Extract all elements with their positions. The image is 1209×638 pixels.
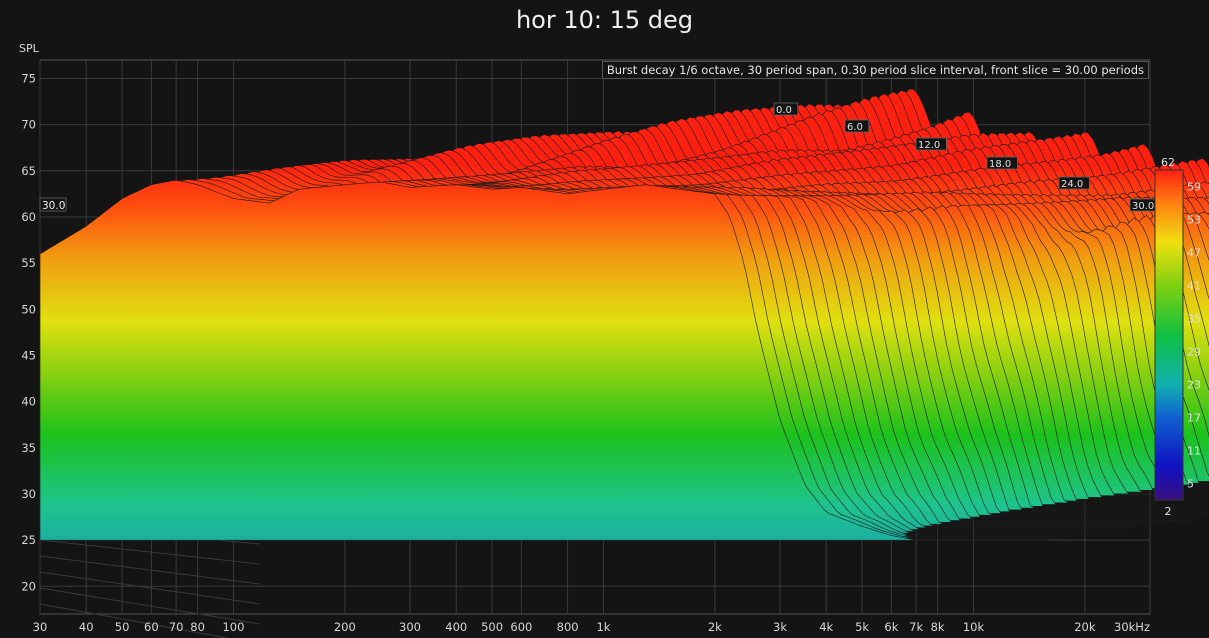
floor-gridline	[39, 587, 261, 625]
color-scale-label: 47	[1187, 247, 1201, 260]
x-tick-label: 1k	[596, 620, 610, 634]
x-tick-label: 4k	[819, 620, 833, 634]
y-tick-label: 40	[21, 395, 36, 409]
x-tick-label: 30kHz	[1114, 620, 1150, 634]
color-scale: 62 59 53 47 41 35 29 23 17 11 5 2	[1154, 156, 1201, 518]
x-tick-label: 7k	[909, 620, 923, 634]
info-text: Burst decay 1/6 octave, 30 period span, …	[601, 61, 1149, 79]
x-tick-label: 5k	[855, 620, 869, 634]
floor-gridline	[39, 571, 261, 605]
x-tick-label: 400	[445, 620, 467, 634]
y-tick-label: 55	[21, 256, 36, 270]
y-tick-label: 60	[21, 210, 36, 224]
color-scale-label: 29	[1187, 346, 1201, 359]
color-scale-label: 59	[1187, 181, 1201, 194]
x-tick-label: 20k	[1074, 620, 1096, 634]
z-tick-box	[915, 137, 947, 151]
floor-gridline	[39, 555, 261, 585]
z-tick-box	[1058, 176, 1090, 190]
z-tick-label: 18.0	[989, 159, 1011, 170]
color-scale-label: 11	[1187, 445, 1201, 458]
y-tick-label: 25	[21, 533, 36, 547]
color-scale-label: 53	[1187, 214, 1201, 227]
floor-gridline	[39, 539, 261, 565]
y-tick-label: 20	[21, 579, 36, 593]
z-tick-box	[773, 102, 799, 116]
x-tick-label: 500	[481, 620, 503, 634]
front-slice-box	[39, 197, 67, 212]
front-slice-label: 30.0	[42, 200, 65, 212]
x-tick-label: 40	[79, 620, 94, 634]
chart-title: hor 10: 15 deg	[515, 6, 694, 34]
y-tick-label: 65	[21, 164, 36, 178]
z-tick-box	[986, 156, 1018, 170]
x-tick-label: 600	[510, 620, 532, 634]
color-scale-label: 2	[1165, 505, 1172, 518]
decay-slice	[39, 179, 1050, 541]
y-tick-label: 70	[21, 118, 36, 132]
x-tick-label: 8k	[931, 620, 945, 634]
y-tick-label: 50	[21, 302, 36, 316]
x-tick-label: 100	[222, 620, 244, 634]
color-scale-label: 23	[1187, 379, 1201, 392]
x-tick-label: 60	[144, 620, 159, 634]
x-tick-label: 3k	[773, 620, 787, 634]
z-tick-label: 0.0	[776, 105, 792, 116]
z-tick-label: 24.0	[1061, 179, 1083, 190]
color-scale-label: 41	[1187, 280, 1201, 293]
x-tick-label: 50	[115, 620, 130, 634]
color-scale-bar	[1154, 169, 1184, 501]
x-tick-label: 10k	[963, 620, 985, 634]
x-tick-label: 6k	[884, 620, 898, 634]
y-tick-label: 30	[21, 487, 36, 501]
x-tick-label: 300	[399, 620, 421, 634]
x-tick-label: 800	[557, 620, 579, 634]
x-tick-label: 30	[33, 620, 48, 634]
color-scale-label: 17	[1187, 412, 1201, 425]
x-tick-label: 200	[334, 620, 356, 634]
y-tick-label: 75	[21, 71, 36, 85]
z-tick-label: 6.0	[847, 122, 863, 133]
color-scale-label: 62	[1161, 156, 1175, 169]
y-axis-label: SPL	[19, 42, 39, 55]
x-tick-label: 80	[190, 620, 205, 634]
waterfall-surface	[39, 88, 1209, 541]
x-tick-label: 70	[169, 620, 184, 634]
color-scale-label: 5	[1187, 478, 1194, 491]
z-tick-label: 12.0	[918, 140, 940, 151]
y-tick-label: 45	[21, 348, 36, 362]
z-tick-box	[844, 119, 870, 133]
color-scale-label: 35	[1187, 313, 1201, 326]
y-tick-label: 35	[21, 441, 36, 455]
x-tick-label: 2k	[708, 620, 722, 634]
axes: 0.0 6.0 12.0 18.0 24.0 30.0 20 25 30 35 40 45 50 55 60…	[21, 71, 1161, 634]
floor-gridline	[39, 603, 230, 638]
z-tick-label: 30.0	[1132, 201, 1154, 212]
